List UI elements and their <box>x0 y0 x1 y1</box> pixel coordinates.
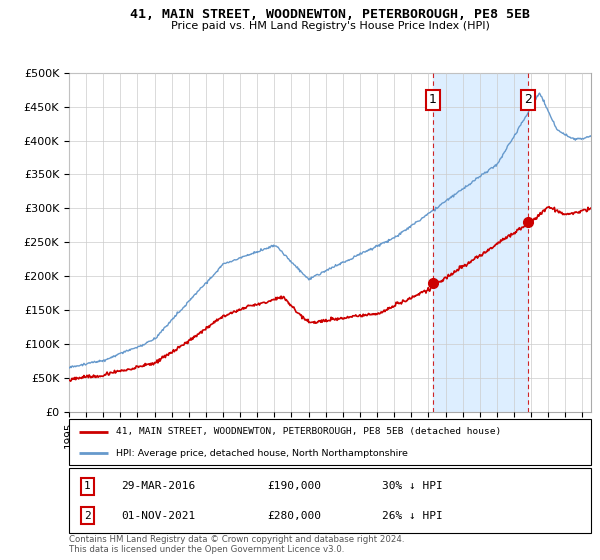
Text: 2: 2 <box>524 94 532 106</box>
Text: 26% ↓ HPI: 26% ↓ HPI <box>382 511 443 521</box>
Text: Price paid vs. HM Land Registry's House Price Index (HPI): Price paid vs. HM Land Registry's House … <box>170 21 490 31</box>
Text: 29-MAR-2016: 29-MAR-2016 <box>121 481 196 491</box>
Text: 1: 1 <box>84 481 91 491</box>
Text: 41, MAIN STREET, WOODNEWTON, PETERBOROUGH, PE8 5EB: 41, MAIN STREET, WOODNEWTON, PETERBOROUG… <box>130 8 530 21</box>
Text: 2: 2 <box>84 511 91 521</box>
Text: £280,000: £280,000 <box>268 511 322 521</box>
Text: 1: 1 <box>429 94 437 106</box>
Text: 01-NOV-2021: 01-NOV-2021 <box>121 511 196 521</box>
Text: £190,000: £190,000 <box>268 481 322 491</box>
Text: HPI: Average price, detached house, North Northamptonshire: HPI: Average price, detached house, Nort… <box>116 449 408 458</box>
Text: 41, MAIN STREET, WOODNEWTON, PETERBOROUGH, PE8 5EB (detached house): 41, MAIN STREET, WOODNEWTON, PETERBOROUG… <box>116 427 501 436</box>
Text: Contains HM Land Registry data © Crown copyright and database right 2024.
This d: Contains HM Land Registry data © Crown c… <box>69 535 404 554</box>
Bar <box>433 73 529 412</box>
Text: 30% ↓ HPI: 30% ↓ HPI <box>382 481 443 491</box>
